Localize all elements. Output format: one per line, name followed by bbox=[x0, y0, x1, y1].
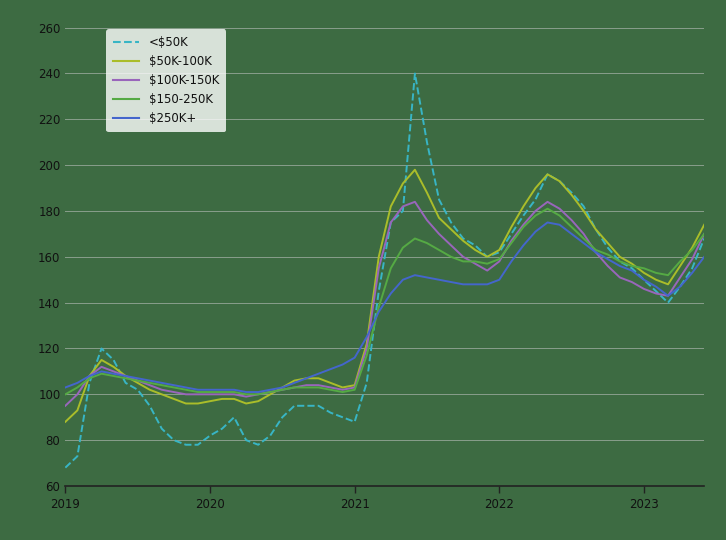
Legend: <$50K, $50K-100K, $100K-150K, $150-250K, $250K+: <$50K, $50K-100K, $100K-150K, $150-250K,… bbox=[107, 29, 227, 132]
